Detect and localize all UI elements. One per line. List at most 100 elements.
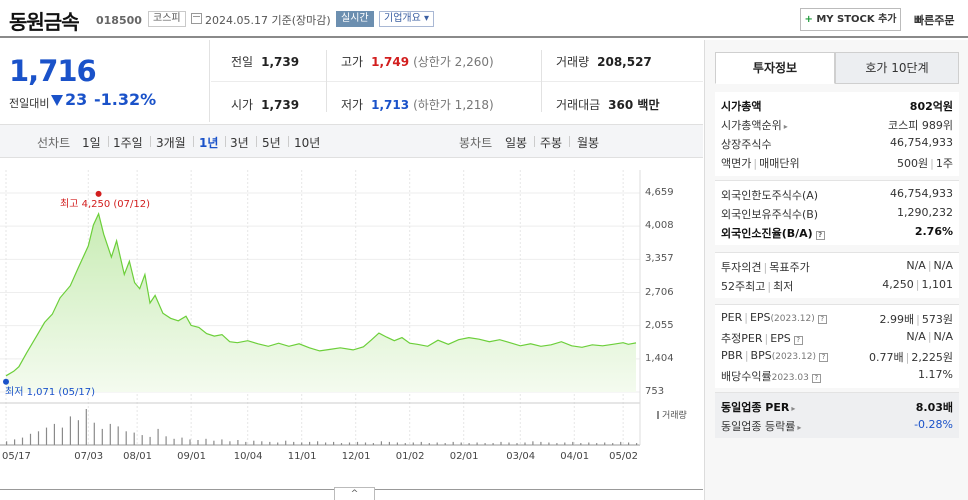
info-value-text: 1주 — [935, 157, 953, 170]
info-row: 액면가 | 매매단위 500원 | 1주 — [721, 153, 953, 171]
side-tabs: 투자정보 호가 10단계 — [715, 52, 959, 84]
volume-bar — [149, 436, 151, 445]
info-row[interactable]: 추정PER | EPS? N/A | N/A — [721, 328, 953, 346]
stat-value: 360 백만 — [608, 98, 660, 112]
tab-10y[interactable]: 10년 — [294, 136, 321, 150]
info-row[interactable]: PBR | BPS(2023.12)? 0.77배 | 2,225원 — [721, 347, 953, 365]
tab-3y[interactable]: 3년 — [230, 136, 257, 150]
company-info-dropdown[interactable]: 기업개요 ▾ — [379, 11, 434, 27]
current-price-panel: 1,716 전일대비 23 -1.32% — [0, 40, 210, 122]
volume-bar — [492, 443, 494, 445]
info-key: 시가총액순위 ▸ — [721, 117, 788, 133]
info-value-text: 46,754,933 — [890, 136, 953, 149]
stat-label: 전일 — [231, 55, 254, 69]
quick-order-button[interactable]: 빠른주문 — [914, 14, 955, 27]
x-tick-label: 11/01 — [287, 451, 317, 462]
tab-1d[interactable]: 1일 — [82, 136, 109, 150]
stat-amount: 거래대금 360 백만 — [556, 96, 659, 113]
info-value: 4,250 | 1,101 — [882, 278, 953, 291]
info-value-text: 코스피 989위 — [888, 119, 953, 132]
info-group: PER | EPS(2023.12)? 2.99배 | 573원 추정PER | EPS? N/A… — [715, 304, 959, 388]
volume-bar — [588, 442, 590, 445]
stat-value: 1,739 — [261, 98, 300, 112]
info-row[interactable]: 동일업종 PER ▸ 8.03배 — [721, 397, 953, 415]
tab-1w[interactable]: 1주일 — [113, 136, 151, 150]
info-value-text: 573원 — [921, 313, 953, 326]
info-row[interactable]: PER | EPS(2023.12)? 2.99배 | 573원 — [721, 309, 953, 327]
tab-monthly[interactable]: 월봉 — [577, 136, 600, 150]
info-value-text: 1.17% — [918, 368, 953, 381]
info-key: 추정PER | EPS? — [721, 330, 803, 346]
volume-bar — [404, 443, 406, 445]
info-row[interactable]: 배당수익률2023.03? 1.17% — [721, 366, 953, 384]
info-value: 46,754,933 — [890, 187, 953, 200]
info-row[interactable]: 동일업종 등락률 ▸ -0.28% — [721, 416, 953, 434]
help-icon: ? — [817, 315, 827, 324]
info-value: 2.76% — [915, 225, 953, 238]
tab-daily[interactable]: 일봉 — [505, 136, 536, 150]
x-tick-label: 03/04 — [506, 451, 536, 462]
info-key: 외국인한도주식수(A) — [721, 187, 818, 203]
volume-bar — [412, 442, 414, 445]
collapse-button[interactable]: ^ — [334, 487, 375, 500]
volume-bar — [221, 439, 223, 445]
volume-bar — [14, 439, 16, 445]
tab-1y[interactable]: 1년 — [199, 136, 227, 150]
volume-bar — [93, 422, 95, 445]
volume-bar — [293, 441, 295, 445]
info-group: 동일업종 PER ▸ 8.03배 동일업종 등락률 ▸ -0.28% — [715, 392, 959, 438]
volume-bar — [524, 442, 526, 445]
info-value: 2.99배 | 573원 — [880, 311, 953, 327]
info-row[interactable]: 시가총액순위 ▸ 코스피 989위 — [721, 115, 953, 133]
my-stock-add-button[interactable]: + MY STOCK 추가 — [800, 8, 901, 31]
info-value-text: -0.28% — [914, 418, 953, 431]
volume-bar — [572, 441, 574, 445]
realtime-badge[interactable]: 실시간 — [336, 11, 374, 27]
x-tick-label: 10/04 — [233, 451, 263, 462]
x-tick-label: 05/02 — [609, 451, 638, 462]
price-change-rate: -1.32% — [94, 90, 157, 109]
volume-bar — [444, 443, 446, 445]
volume-bar — [388, 441, 390, 445]
volume-bar — [340, 443, 343, 445]
info-row: 외국인보유주식수(B) 1,290,232 — [721, 204, 953, 222]
info-key-text: BPS — [750, 349, 772, 362]
info-row: 시가총액 802억원 — [721, 96, 953, 114]
volume-bar — [189, 439, 191, 445]
info-row[interactable]: 외국인소진율(B/A)? 2.76% — [721, 223, 953, 241]
volume-bar — [396, 442, 398, 445]
base-date: 2024.05.17 기준(장마감) — [205, 14, 331, 27]
volume-bar — [516, 443, 518, 445]
volume-bar — [45, 427, 48, 445]
info-key: 액면가 | 매매단위 — [721, 155, 800, 171]
info-key: 외국인소진율(B/A)? — [721, 225, 825, 241]
x-tick-label: 09/01 — [177, 451, 206, 462]
info-value-text: 2.76% — [914, 225, 953, 238]
tab-invest-info[interactable]: 투자정보 — [715, 52, 835, 84]
volume-bar — [69, 416, 71, 445]
info-group: 외국인한도주식수(A) 46,754,933 외국인보유주식수(B) 1,290,23… — [715, 180, 959, 245]
volume-bar — [612, 443, 614, 445]
line-chart-label: 선차트 — [37, 136, 71, 150]
info-group: 시가총액 802억원 시가총액순위 ▸ 코스피 989위 상장주식수 46,754,933 액… — [715, 92, 959, 176]
separator: | — [763, 261, 768, 274]
volume-bar — [596, 443, 598, 445]
tab-hoga-10[interactable]: 호가 10단계 — [835, 52, 959, 84]
down-triangle-icon — [51, 95, 63, 106]
info-key: 배당수익률2023.03? — [721, 368, 821, 384]
info-key-text: 시가총액순위 — [721, 119, 782, 132]
tab-weekly[interactable]: 주봉 — [540, 136, 571, 150]
price-chart-svg — [0, 170, 641, 446]
tab-3m[interactable]: 3개월 — [156, 136, 194, 150]
info-key-date: 2023.03 — [771, 373, 809, 383]
info-value: 0.77배 | 2,225원 — [869, 349, 953, 365]
volume-bar — [580, 443, 582, 445]
help-icon: ? — [793, 336, 803, 345]
price-chart[interactable]: 최고 4,250 (07/12) 최저 1,071 (05/17) 거래량 4,… — [0, 160, 703, 462]
info-value: -0.28% — [914, 418, 953, 431]
info-value-text: 0.77배 — [869, 351, 904, 364]
tab-5y[interactable]: 5년 — [262, 136, 289, 150]
calendar-icon — [191, 13, 202, 24]
stat-label: 거래량 — [556, 55, 590, 69]
lower-limit: (하한가 1,218) — [413, 98, 494, 112]
